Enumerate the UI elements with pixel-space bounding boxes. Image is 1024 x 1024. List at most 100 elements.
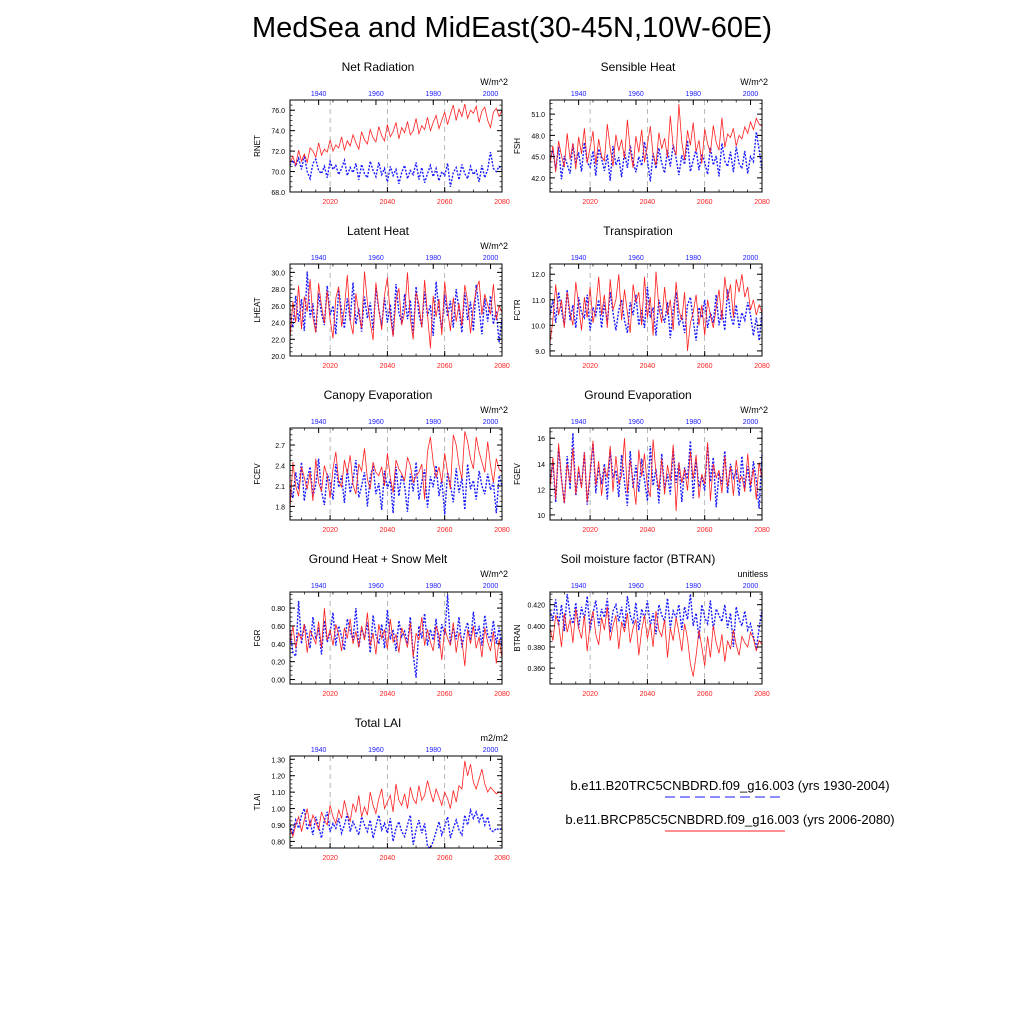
series-line-scen	[549, 271, 763, 351]
x-top-tick-label: 2000	[743, 583, 759, 590]
x-bottom-tick-label: 2080	[494, 199, 510, 206]
y-tick-label: 0.380	[527, 645, 545, 652]
x-bottom-tick-label: 2080	[494, 691, 510, 698]
y-tick-label: 0.40	[271, 642, 285, 649]
x-bottom-tick-label: 2060	[697, 691, 713, 698]
panel-fgr: Ground Heat + Snow Melt W/m^2 0.80 0.60 0.40…	[248, 552, 510, 712]
legend: b.e11.B20TRC5CNBDRD.f09_g16.003 (yrs 193…	[530, 778, 930, 846]
y-axis-label: FCEV	[253, 463, 262, 485]
y-tick-label: 68.0	[271, 190, 285, 197]
x-top-tick-label: 1980	[685, 583, 701, 590]
y-tick-label: 11.0	[532, 298, 545, 305]
x-top-tick-label: 2000	[743, 91, 759, 98]
x-bottom-tick-label: 2040	[380, 199, 396, 206]
y-tick-label: 26.0	[271, 304, 285, 311]
y-tick-label: 72.0	[271, 149, 285, 156]
y-tick-label: 10.0	[531, 323, 545, 330]
x-top-tick-label: 1940	[311, 419, 327, 426]
panel-rnet: Net Radiation W/m^2 76.0 74.0 72.0 70.0 68.0 RN…	[248, 60, 510, 220]
x-top-tick-label: 2000	[483, 419, 499, 426]
plot-frame	[549, 99, 763, 193]
panel-title: Ground Heat + Snow Melt	[308, 552, 448, 566]
x-top-tick-label: 1940	[571, 583, 587, 590]
x-bottom-tick-label: 2040	[640, 199, 656, 206]
series-line-scen	[549, 606, 763, 677]
x-bottom-tick-label: 2020	[322, 199, 338, 206]
x-bottom-tick-label: 2040	[640, 691, 656, 698]
panel-plot-svg: 30.0 28.0 26.0 24.0 22.0 20.0 LHEAT 2020 2040 206…	[253, 255, 510, 370]
y-tick-label: 16	[537, 436, 545, 443]
y-tick-label: 0.60	[271, 624, 285, 631]
x-bottom-tick-label: 2080	[494, 527, 510, 534]
y-tick-label: 0.00	[271, 678, 285, 685]
x-bottom-tick-label: 2060	[437, 363, 453, 370]
series-line-scen	[549, 104, 763, 173]
series-line-ctrl	[289, 458, 503, 515]
series-line-scen	[549, 438, 763, 512]
x-bottom-tick-label: 2080	[754, 527, 770, 534]
x-top-tick-label: 1960	[368, 583, 384, 590]
panel-units: W/m^2	[740, 405, 768, 415]
x-bottom-tick-label: 2020	[322, 363, 338, 370]
x-top-tick-label: 1960	[368, 747, 384, 754]
x-top-tick-label: 1980	[425, 255, 441, 262]
panel-title: Total LAI	[354, 716, 402, 730]
x-top-tick-label: 2000	[483, 255, 499, 262]
y-axis-label: TLAI	[253, 794, 262, 811]
series-line-ctrl	[289, 806, 503, 849]
panel-units: W/m^2	[740, 77, 768, 87]
x-top-tick-label: 1940	[571, 91, 587, 98]
x-top-tick-label: 2000	[483, 583, 499, 590]
panel-units: W/m^2	[480, 405, 508, 415]
x-top-tick-label: 1940	[571, 255, 587, 262]
y-tick-label: 9.0	[535, 349, 545, 356]
x-bottom-tick-label: 2020	[582, 691, 598, 698]
x-top-tick-label: 1980	[685, 91, 701, 98]
x-top-tick-label: 1980	[425, 747, 441, 754]
y-tick-label: 0.80	[271, 606, 285, 613]
x-bottom-tick-label: 2020	[322, 691, 338, 698]
y-axis-label: LHEAT	[253, 297, 262, 322]
x-top-tick-label: 1960	[628, 419, 644, 426]
panel-title: Transpiration	[603, 224, 673, 238]
x-bottom-tick-label: 2060	[697, 363, 713, 370]
panel-btran: Soil moisture factor (BTRAN) unitless 0.42…	[508, 552, 770, 712]
plot-frame	[289, 591, 503, 685]
x-bottom-tick-label: 2080	[494, 363, 510, 370]
x-top-tick-label: 1960	[368, 91, 384, 98]
y-tick-label: 51.0	[531, 112, 545, 119]
series-line-scen	[289, 104, 503, 166]
panel-title: Soil moisture factor (BTRAN)	[560, 552, 716, 566]
panel-title: Ground Evaporation	[584, 388, 692, 402]
plot-frame	[549, 263, 763, 357]
y-tick-label: 22.0	[271, 337, 285, 344]
y-tick-label: 10	[537, 513, 545, 520]
y-tick-label: 1.00	[271, 807, 285, 814]
x-top-tick-label: 1940	[311, 91, 327, 98]
series-line-scen	[289, 271, 503, 349]
x-bottom-tick-label: 2040	[380, 363, 396, 370]
x-bottom-tick-label: 2060	[437, 855, 453, 862]
panel-plot-svg: 16 14 12 10 FGEV 2020 2040 2060 2080 1940 1960 1980…	[513, 419, 770, 534]
panel-title: Canopy Evaporation	[323, 388, 433, 402]
x-top-tick-label: 1940	[571, 419, 587, 426]
panel-plot-svg: 0.420 0.400 0.380 0.360 BTRAN 2020 2040 2060 208…	[513, 583, 770, 698]
y-tick-label: 0.360	[527, 666, 545, 673]
x-bottom-tick-label: 2080	[494, 855, 510, 862]
x-bottom-tick-label: 2040	[380, 527, 396, 534]
x-bottom-tick-label: 2040	[640, 527, 656, 534]
y-tick-label: 20.0	[271, 354, 285, 361]
y-tick-label: 2.4	[275, 463, 285, 470]
series-line-scen	[289, 431, 503, 510]
y-tick-label: 28.0	[271, 287, 285, 294]
panel-plot-svg: 0.80 0.60 0.40 0.20 0.00 FGR 2020 2040 2060 2080 1…	[253, 583, 510, 698]
series-line-ctrl	[549, 131, 763, 182]
y-tick-label: 74.0	[271, 129, 285, 136]
x-bottom-tick-label: 2020	[582, 363, 598, 370]
panel-plot-svg: 51.0 48.0 45.0 42.0 FSH 2020 2040 2060 2080 1940 1…	[513, 91, 770, 206]
y-tick-label: 0.90	[271, 823, 285, 830]
y-axis-label: FGR	[253, 629, 262, 646]
panel-units: W/m^2	[480, 241, 508, 251]
y-tick-label: 14	[537, 462, 545, 469]
y-tick-label: 24.0	[271, 321, 285, 328]
